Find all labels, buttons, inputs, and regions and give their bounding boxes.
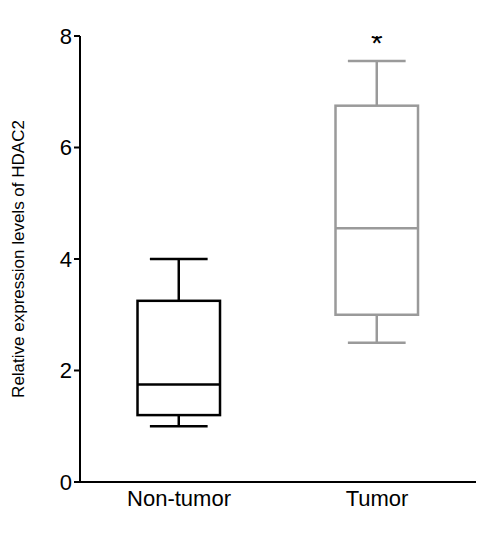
- svg-text:Tumor: Tumor: [346, 486, 409, 511]
- svg-text:Relative expression levels of: Relative expression levels of HDAC2: [9, 120, 28, 398]
- svg-text:*: *: [371, 36, 383, 59]
- svg-text:8: 8: [60, 24, 72, 49]
- svg-text:6: 6: [60, 135, 72, 160]
- svg-text:Non-tumor: Non-tumor: [127, 486, 231, 511]
- svg-text:4: 4: [60, 247, 72, 272]
- svg-text:0: 0: [60, 470, 72, 495]
- svg-text:2: 2: [60, 358, 72, 383]
